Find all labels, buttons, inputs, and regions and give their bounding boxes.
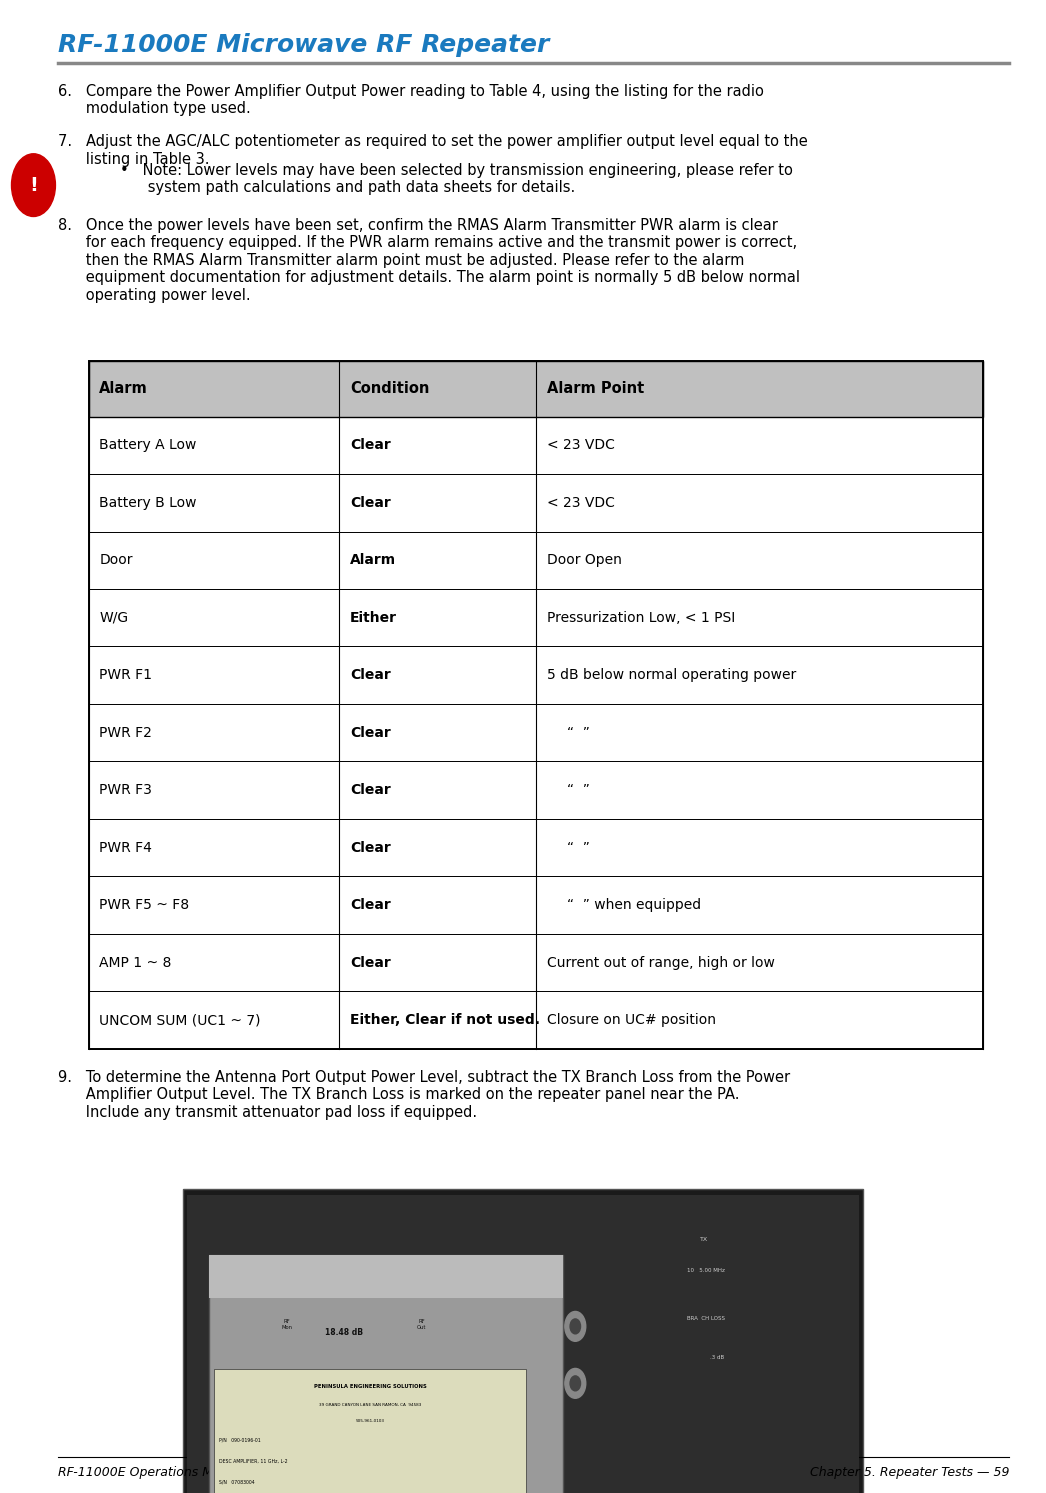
Bar	[214, 1369, 525, 1493]
Text: Clear: Clear	[349, 496, 390, 509]
Bar	[89, 361, 983, 417]
Bar	[89, 532, 983, 588]
Text: 10   5.00 MHz: 10 5.00 MHz	[687, 1269, 725, 1274]
Text: RF-11000E Microwave RF Repeater: RF-11000E Microwave RF Repeater	[58, 33, 549, 57]
Text: S/N   07083004: S/N 07083004	[219, 1480, 254, 1484]
Text: RF
Out: RF Out	[416, 1320, 426, 1330]
Text: DESC AMPLIFIER, 11 GHz, L-2: DESC AMPLIFIER, 11 GHz, L-2	[219, 1459, 288, 1463]
Text: “  ”: “ ”	[567, 784, 590, 797]
Bar	[89, 935, 983, 991]
Text: Clear: Clear	[349, 439, 390, 452]
Bar	[89, 818, 983, 876]
Text: 6.   Compare the Power Amplifier Output Power reading to Table 4, using the list: 6. Compare the Power Amplifier Output Po…	[58, 84, 764, 116]
Circle shape	[570, 1318, 581, 1333]
Bar	[89, 646, 983, 705]
Text: !: !	[29, 176, 38, 194]
Text: Clear: Clear	[349, 784, 390, 797]
Bar	[89, 876, 983, 935]
Text: < 23 VDC: < 23 VDC	[546, 439, 614, 452]
Text: 39 GRAND CANYON LANE SAN RAMON, CA  94583: 39 GRAND CANYON LANE SAN RAMON, CA 94583	[319, 1402, 422, 1406]
Text: PWR F4: PWR F4	[99, 841, 153, 854]
Text: Either, Clear if not used.: Either, Clear if not used.	[349, 1014, 540, 1027]
Text: Condition: Condition	[349, 381, 429, 397]
Bar	[89, 361, 983, 1048]
Text: Clear: Clear	[349, 841, 390, 854]
Text: RF
Mon: RF Mon	[281, 1320, 293, 1330]
Text: Clear: Clear	[349, 669, 390, 682]
Text: Door Open: Door Open	[546, 554, 621, 567]
Circle shape	[12, 154, 55, 216]
Text: Alarm Point: Alarm Point	[546, 381, 643, 397]
Text: Door: Door	[99, 554, 133, 567]
Text: •   Note: Lower levels may have been selected by transmission engineering, pleas: • Note: Lower levels may have been selec…	[120, 163, 793, 196]
Text: RF-11000E Operations Manual: RF-11000E Operations Manual	[58, 1466, 247, 1480]
Text: .3 dB: .3 dB	[710, 1356, 725, 1360]
Bar	[209, 1256, 563, 1493]
Text: AMP 1 ~ 8: AMP 1 ~ 8	[99, 956, 172, 969]
Bar	[89, 475, 983, 532]
Text: PWR F3: PWR F3	[99, 784, 153, 797]
Bar	[89, 590, 983, 646]
Text: PWR F1: PWR F1	[99, 669, 153, 682]
Text: PWR F5 ~ F8: PWR F5 ~ F8	[99, 899, 189, 912]
Text: Either: Either	[349, 611, 396, 624]
Text: Clear: Clear	[349, 956, 390, 969]
Text: P/N   090-0196-01: P/N 090-0196-01	[219, 1438, 260, 1442]
Text: BRA  CH LOSS: BRA CH LOSS	[687, 1315, 725, 1321]
Text: “  ”: “ ”	[567, 726, 590, 739]
Circle shape	[565, 1311, 586, 1341]
Text: UNCOM SUM (UC1 ~ 7): UNCOM SUM (UC1 ~ 7)	[99, 1014, 260, 1027]
Text: Chapter 5. Repeater Tests — 59: Chapter 5. Repeater Tests — 59	[810, 1466, 1009, 1480]
Text: Alarm: Alarm	[99, 381, 149, 397]
Text: 505-961-0103: 505-961-0103	[356, 1418, 385, 1423]
Text: PWR F2: PWR F2	[99, 726, 153, 739]
Circle shape	[570, 1377, 581, 1391]
Bar	[209, 1256, 563, 1297]
Bar	[89, 761, 983, 818]
Text: “  ”: “ ”	[567, 841, 590, 854]
Circle shape	[565, 1369, 586, 1399]
Bar	[89, 417, 983, 475]
Text: TX: TX	[700, 1236, 708, 1242]
Text: Current out of range, high or low: Current out of range, high or low	[546, 956, 774, 969]
Bar	[187, 1194, 859, 1493]
Text: PENINSULA ENGINEERING SOLUTIONS: PENINSULA ENGINEERING SOLUTIONS	[314, 1384, 427, 1390]
Text: Clear: Clear	[349, 726, 390, 739]
Text: Alarm: Alarm	[349, 554, 395, 567]
Bar	[183, 1188, 863, 1493]
Text: 8.   Once the power levels have been set, confirm the RMAS Alarm Transmitter PWR: 8. Once the power levels have been set, …	[58, 218, 799, 303]
Bar	[89, 991, 983, 1048]
Text: 18.48 dB: 18.48 dB	[324, 1329, 363, 1338]
Text: Closure on UC# position: Closure on UC# position	[546, 1014, 715, 1027]
Text: 5 dB below normal operating power: 5 dB below normal operating power	[546, 669, 796, 682]
Text: 9.   To determine the Antenna Port Output Power Level, subtract the TX Branch Lo: 9. To determine the Antenna Port Output …	[58, 1069, 790, 1120]
Text: “  ” when equipped: “ ” when equipped	[567, 899, 702, 912]
Text: Battery A Low: Battery A Low	[99, 439, 197, 452]
Text: Battery B Low: Battery B Low	[99, 496, 197, 509]
Text: Pressurization Low, < 1 PSI: Pressurization Low, < 1 PSI	[546, 611, 734, 624]
Text: 7.   Adjust the AGC/ALC potentiometer as required to set the power amplifier out: 7. Adjust the AGC/ALC potentiometer as r…	[58, 134, 808, 167]
Text: < 23 VDC: < 23 VDC	[546, 496, 614, 509]
Bar	[89, 705, 983, 761]
Text: W/G: W/G	[99, 611, 129, 624]
Text: Clear: Clear	[349, 899, 390, 912]
